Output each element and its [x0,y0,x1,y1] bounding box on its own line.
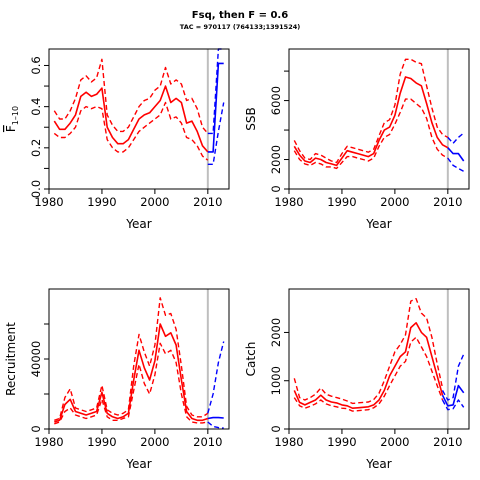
catch-ytick-label: 0 [269,425,283,432]
ssb-historic-high-line [293,58,449,164]
panel-ssb: 1980 1990 2000 2010 0 2000 6000 Year SSB [244,48,470,231]
ssb-forecast-mid-line [447,147,465,162]
catch-historic-low-line [293,336,444,412]
fbar-forecast-mid-line [207,62,224,153]
ssb-forecast-high-line [447,132,465,145]
recruitment-xtick-label: 2010 [193,435,222,449]
ssb-forecast-low-line [447,157,465,172]
recruitment-historic-mid-line [54,323,209,423]
ssb-ylabel: SSB [244,107,258,130]
recruitment-historic-low-line [54,342,208,425]
catch-xtick-label: 2010 [433,435,462,449]
recruitment-xtick-label: 1980 [34,435,63,449]
recruitment-ylabel-main: Recruitment [4,322,18,396]
catch-ytick-label: 1000 [269,366,283,395]
ssb-ytick-label: 0 [269,185,283,192]
catch-ylabel: Catch [244,342,258,377]
fbar-ylabel: F1–10 [4,106,20,132]
recruitment-xlabel: Year [125,457,151,471]
recruitment-forecast-low-line [207,421,224,429]
figure-title: Fsq, then F = 0.6 [191,10,289,21]
catch-ylabel-main: Catch [244,342,258,377]
catch-xtick-label: 1990 [327,435,356,449]
catch-xlabel: Year [365,457,391,471]
fbar-forecast-low-line [207,102,225,166]
recruitment-ytick-label: 40000 [29,341,43,378]
catch-xtick-label: 2000 [380,435,409,449]
recruitment-ylabel: Recruitment [4,322,18,396]
recruitment-xtick-label: 2000 [140,435,169,449]
recruitment-forecast-high-line [207,341,225,414]
fbar-xtick-label: 1990 [87,195,116,209]
fbar-ytick-label: 0.0 [29,180,43,198]
fbar-ytick-label: 0.6 [29,56,43,74]
ssb-xtick-label: 1980 [274,195,303,209]
catch-historic-high-line [293,298,444,405]
catch-historic-mid-line [293,321,444,410]
fbar-xtick-label: 1980 [34,195,63,209]
fbar-historic-high-line [53,58,209,134]
catch-ytick-label: 2000 [269,318,283,347]
fbar-ylabel-main: F [4,125,18,132]
fbar-xtick-label: 2010 [193,195,222,209]
fbar-xlabel: Year [125,217,151,231]
ssb-xtick-label: 1990 [327,195,356,209]
panel-fbar: 1980 1990 2000 2010 0.0 0.2 0.4 0.6 Year F1–10 [4,48,230,231]
catch-forecast-high-line [441,353,465,401]
ssb-xlabel: Year [365,217,391,231]
ssb-ytick-label: 6000 [269,86,283,115]
recruitment-xtick-label: 1990 [87,435,116,449]
recruitment-forecast-mid-line [207,416,224,420]
fbar-xtick-label: 2000 [140,195,169,209]
ssb-historic-mid-line [293,76,449,167]
catch-xtick-label: 1980 [274,435,303,449]
fbar-frame [48,48,230,190]
fbar-historic-mid-line [53,85,209,153]
catch-forecast-mid-line [441,384,465,407]
catch-forecast-low-line [441,399,465,411]
ssb-ylabel-main: SSB [244,107,258,130]
fbar-ylabel-sub: 1–10 [11,106,20,125]
panel-catch: 1980 1990 2000 2010 0 1000 2000 Year Catch [244,288,470,471]
fbar-ytick-label: 0.4 [29,97,43,115]
fbar-ytick-label: 0.2 [29,139,43,157]
ssb-historic-low-line [293,98,449,170]
ssb-ytick-label: 2000 [269,145,283,174]
fbar-historic-low-line [53,101,209,161]
ssb-frame [288,48,470,190]
catch-frame [288,288,470,430]
recruitment-frame [48,288,230,430]
ssb-xtick-label: 2000 [380,195,409,209]
panel-recruitment: 1980 1990 2000 2010 0 40000 Year Recruitment [4,288,230,471]
ssb-xtick-label: 2010 [433,195,462,209]
recruitment-ytick-label: 0 [29,425,43,432]
figure-subtitle: TAC = 970117 (764133;1391524) [179,23,301,31]
